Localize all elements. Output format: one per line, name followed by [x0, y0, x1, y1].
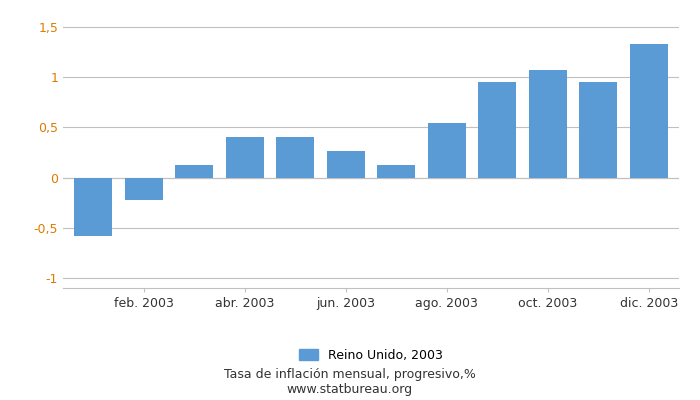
Bar: [428, 124, 466, 178]
Legend: Reino Unido, 2003: Reino Unido, 2003: [294, 344, 448, 367]
Text: www.statbureau.org: www.statbureau.org: [287, 383, 413, 396]
Bar: [377, 164, 415, 178]
Bar: [528, 70, 567, 178]
Text: Tasa de inflación mensual, progresivo,%: Tasa de inflación mensual, progresivo,%: [224, 368, 476, 381]
Bar: [175, 164, 214, 178]
Bar: [630, 44, 668, 178]
Bar: [478, 82, 516, 178]
Bar: [226, 138, 264, 178]
Bar: [580, 82, 617, 178]
Bar: [276, 138, 314, 178]
Bar: [125, 178, 162, 200]
Bar: [327, 150, 365, 178]
Bar: [74, 178, 112, 236]
